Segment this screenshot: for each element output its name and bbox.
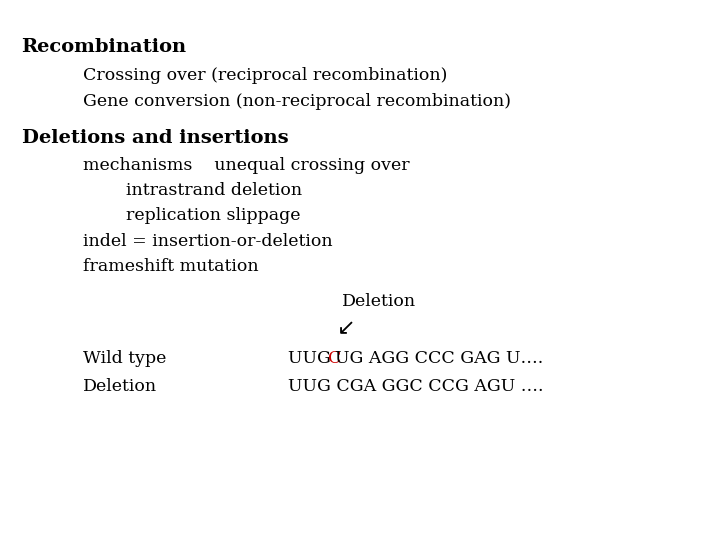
Text: ↙: ↙ xyxy=(337,319,356,339)
Text: C: C xyxy=(328,350,341,367)
Text: UUG CGA GGC CCG AGU ….: UUG CGA GGC CCG AGU …. xyxy=(288,378,544,395)
Text: intrastrand deletion: intrastrand deletion xyxy=(126,182,302,199)
Text: frameshift mutation: frameshift mutation xyxy=(83,258,258,275)
Text: replication slippage: replication slippage xyxy=(126,207,300,224)
Text: Deletion: Deletion xyxy=(342,293,416,309)
Text: indel = insertion-or-deletion: indel = insertion-or-deletion xyxy=(83,233,333,249)
Text: Crossing over (reciprocal recombination): Crossing over (reciprocal recombination) xyxy=(83,68,447,84)
Text: mechanisms    unequal crossing over: mechanisms unequal crossing over xyxy=(83,157,410,173)
Text: Recombination: Recombination xyxy=(22,38,186,56)
Text: UUG: UUG xyxy=(288,350,336,367)
Text: Deletions and insertions: Deletions and insertions xyxy=(22,129,288,146)
Text: UG AGG CCC GAG U….: UG AGG CCC GAG U…. xyxy=(335,350,543,367)
Text: Wild type: Wild type xyxy=(83,350,166,367)
Text: Deletion: Deletion xyxy=(83,378,157,395)
Text: Gene conversion (non-reciprocal recombination): Gene conversion (non-reciprocal recombin… xyxy=(83,93,510,110)
